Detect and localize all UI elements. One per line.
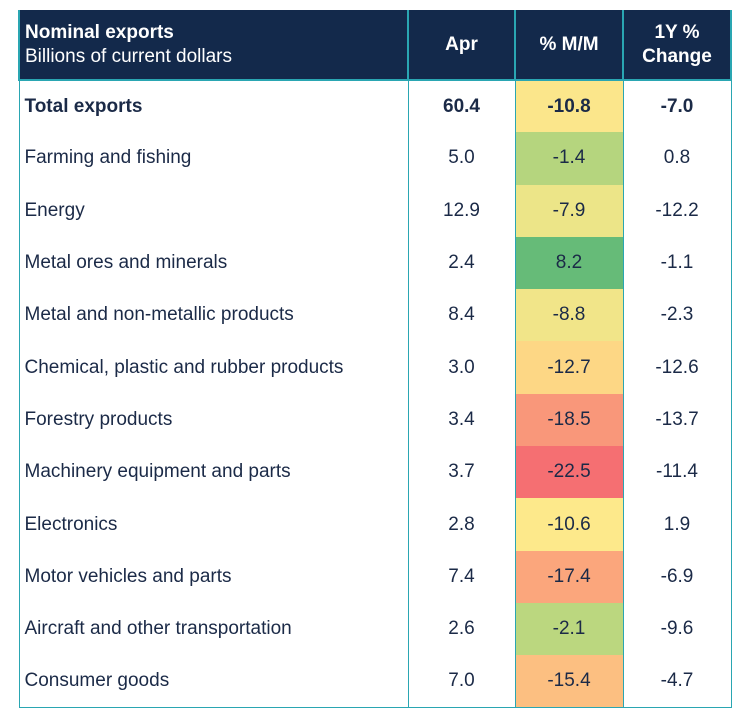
table-row: Farming and fishing 5.0 -1.4 0.8 [18, 132, 732, 185]
row-1y-value: -12.2 [622, 184, 732, 237]
row-1y-value: -7.0 [622, 78, 732, 133]
row-mm-value: -22.5 [514, 446, 624, 499]
table-row: Energy 12.9 -7.9 -12.2 [18, 184, 732, 237]
table-row: Metal ores and minerals 2.4 8.2 -1.1 [18, 236, 732, 290]
row-1y-value: -1.1 [622, 236, 732, 290]
row-label: Electronics [18, 498, 409, 551]
table-title: Nominal exports [25, 21, 174, 43]
row-apr-value: 3.0 [407, 341, 516, 394]
row-mm-value: -1.4 [514, 132, 624, 185]
row-apr-value: 60.4 [407, 78, 516, 133]
row-apr-value: 2.8 [407, 498, 516, 551]
table-row: Aircraft and other transportation 2.6 -2.1… [18, 602, 732, 656]
row-1y-value: -11.4 [622, 446, 732, 499]
row-1y-value: -4.7 [622, 655, 732, 709]
row-label: Aircraft and other transportation [18, 602, 409, 656]
row-apr-value: 3.4 [407, 393, 516, 447]
row-1y-value: 1.9 [622, 498, 732, 551]
row-mm-value: -8.8 [514, 289, 624, 342]
row-1y-value: -12.6 [622, 341, 732, 394]
row-mm-value: -18.5 [514, 393, 624, 447]
row-apr-value: 12.9 [407, 184, 516, 237]
row-apr-value: 8.4 [407, 289, 516, 342]
row-1y-value: -2.3 [622, 289, 732, 342]
header-title-cell: Nominal exports Billions of current doll… [18, 10, 409, 80]
header-1y-line2: Change [642, 45, 712, 67]
row-label: Chemical, plastic and rubber products [18, 341, 409, 394]
row-apr-value: 7.0 [407, 655, 516, 709]
table-row: Electronics 2.8 -10.6 1.9 [18, 498, 732, 551]
row-label: Total exports [18, 78, 409, 133]
header-row: Nominal exports Billions of current doll… [18, 10, 732, 80]
table-row: Forestry products 3.4 -18.5 -13.7 [18, 393, 732, 447]
table-row: Motor vehicles and parts 7.4 -17.4 -6.9 [18, 550, 732, 603]
row-apr-value: 2.4 [407, 236, 516, 290]
row-mm-value: -12.7 [514, 341, 624, 394]
exports-table-container: Nominal exports Billions of current doll… [18, 10, 732, 709]
row-label: Metal ores and minerals [18, 236, 409, 290]
table-row: Machinery equipment and parts 3.7 -22.5 -11… [18, 446, 732, 499]
header-mm: % M/M [514, 10, 624, 80]
row-label: Motor vehicles and parts [18, 550, 409, 603]
row-1y-value: -13.7 [622, 393, 732, 447]
header-1y-line1: 1Y % [654, 21, 700, 43]
row-label: Consumer goods [18, 655, 409, 709]
nominal-exports-table: Nominal exports Billions of current doll… [18, 10, 732, 709]
row-1y-value: 0.8 [622, 132, 732, 185]
row-apr-value: 7.4 [407, 550, 516, 603]
row-apr-value: 3.7 [407, 446, 516, 499]
table-row: Metal and non-metallic products 8.4 -8.8 -2… [18, 289, 732, 342]
row-mm-value: -7.9 [514, 184, 624, 237]
row-mm-value: 8.2 [514, 236, 624, 290]
row-mm-value: -2.1 [514, 602, 624, 656]
header-apr: Apr [407, 10, 516, 80]
row-1y-value: -6.9 [622, 550, 732, 603]
table-row: Consumer goods 7.0 -15.4 -4.7 [18, 655, 732, 709]
row-mm-value: -15.4 [514, 655, 624, 709]
table-row: Total exports 60.4 -10.8 -7.0 [18, 78, 732, 133]
row-apr-value: 2.6 [407, 602, 516, 656]
row-mm-value: -17.4 [514, 550, 624, 603]
row-mm-value: -10.6 [514, 498, 624, 551]
table-header: Nominal exports Billions of current doll… [18, 10, 732, 80]
table-body: Total exports 60.4 -10.8 -7.0 Farming and fi… [18, 78, 732, 709]
row-label: Farming and fishing [18, 132, 409, 185]
row-apr-value: 5.0 [407, 132, 516, 185]
header-1y-change: 1Y % Change [622, 10, 732, 80]
row-label: Energy [18, 184, 409, 237]
row-1y-value: -9.6 [622, 602, 732, 656]
row-label: Machinery equipment and parts [18, 446, 409, 499]
table-row: Chemical, plastic and rubber products 3.0… [18, 341, 732, 394]
row-mm-value: -10.8 [514, 78, 624, 133]
row-label: Metal and non-metallic products [18, 289, 409, 342]
table-subtitle: Billions of current dollars [25, 45, 232, 67]
row-label: Forestry products [18, 393, 409, 447]
